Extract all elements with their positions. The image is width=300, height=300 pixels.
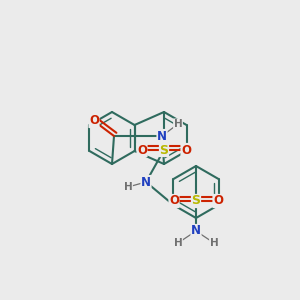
Text: N: N [191, 224, 201, 238]
Text: H: H [174, 119, 182, 129]
Text: S: S [160, 143, 169, 157]
Text: O: O [169, 194, 179, 208]
Text: O: O [89, 115, 99, 128]
Text: H: H [124, 182, 132, 192]
Text: H: H [210, 238, 218, 248]
Text: N: N [157, 130, 167, 142]
Text: S: S [191, 194, 200, 208]
Text: O: O [181, 143, 191, 157]
Text: O: O [213, 194, 223, 208]
Text: H: H [174, 238, 182, 248]
Text: O: O [137, 143, 147, 157]
Text: N: N [141, 176, 151, 188]
